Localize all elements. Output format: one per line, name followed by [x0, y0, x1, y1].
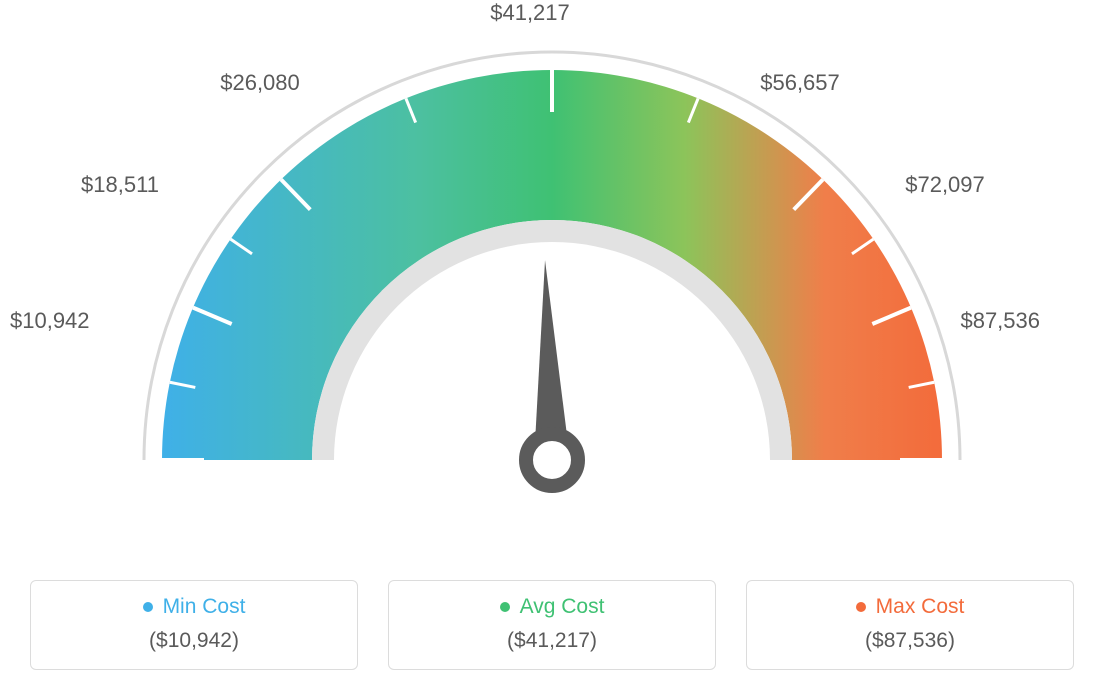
gauge: [77, 30, 1027, 550]
legend-title-max-text: Max Cost: [876, 595, 965, 619]
legend-card-min: Min Cost ($10,942): [30, 580, 358, 670]
scale-label-3: $41,217: [490, 0, 570, 26]
dot-icon: [143, 602, 153, 612]
dot-icon: [856, 602, 866, 612]
dot-icon: [500, 602, 510, 612]
legend-value-min: ($10,942): [41, 629, 347, 653]
scale-label-0: $10,942: [10, 308, 90, 334]
legend-row: Min Cost ($10,942) Avg Cost ($41,217) Ma…: [0, 580, 1104, 670]
legend-title-max: Max Cost: [856, 595, 965, 619]
legend-title-avg: Avg Cost: [500, 595, 605, 619]
legend-title-avg-text: Avg Cost: [520, 595, 605, 619]
legend-card-max: Max Cost ($87,536): [746, 580, 1074, 670]
legend-value-avg: ($41,217): [399, 629, 705, 653]
scale-label-6: $87,536: [960, 308, 1040, 334]
legend-card-avg: Avg Cost ($41,217): [388, 580, 716, 670]
legend-title-min-text: Min Cost: [163, 595, 246, 619]
chart-container: $10,942 $18,511 $26,080 $41,217 $56,657 …: [0, 0, 1104, 690]
legend-value-max: ($87,536): [757, 629, 1063, 653]
scale-label-1: $18,511: [81, 172, 159, 198]
legend-title-min: Min Cost: [143, 595, 246, 619]
gauge-svg: [77, 30, 1027, 550]
scale-label-5: $72,097: [905, 172, 985, 198]
scale-label-2: $26,080: [220, 70, 300, 96]
scale-label-4: $56,657: [760, 70, 840, 96]
